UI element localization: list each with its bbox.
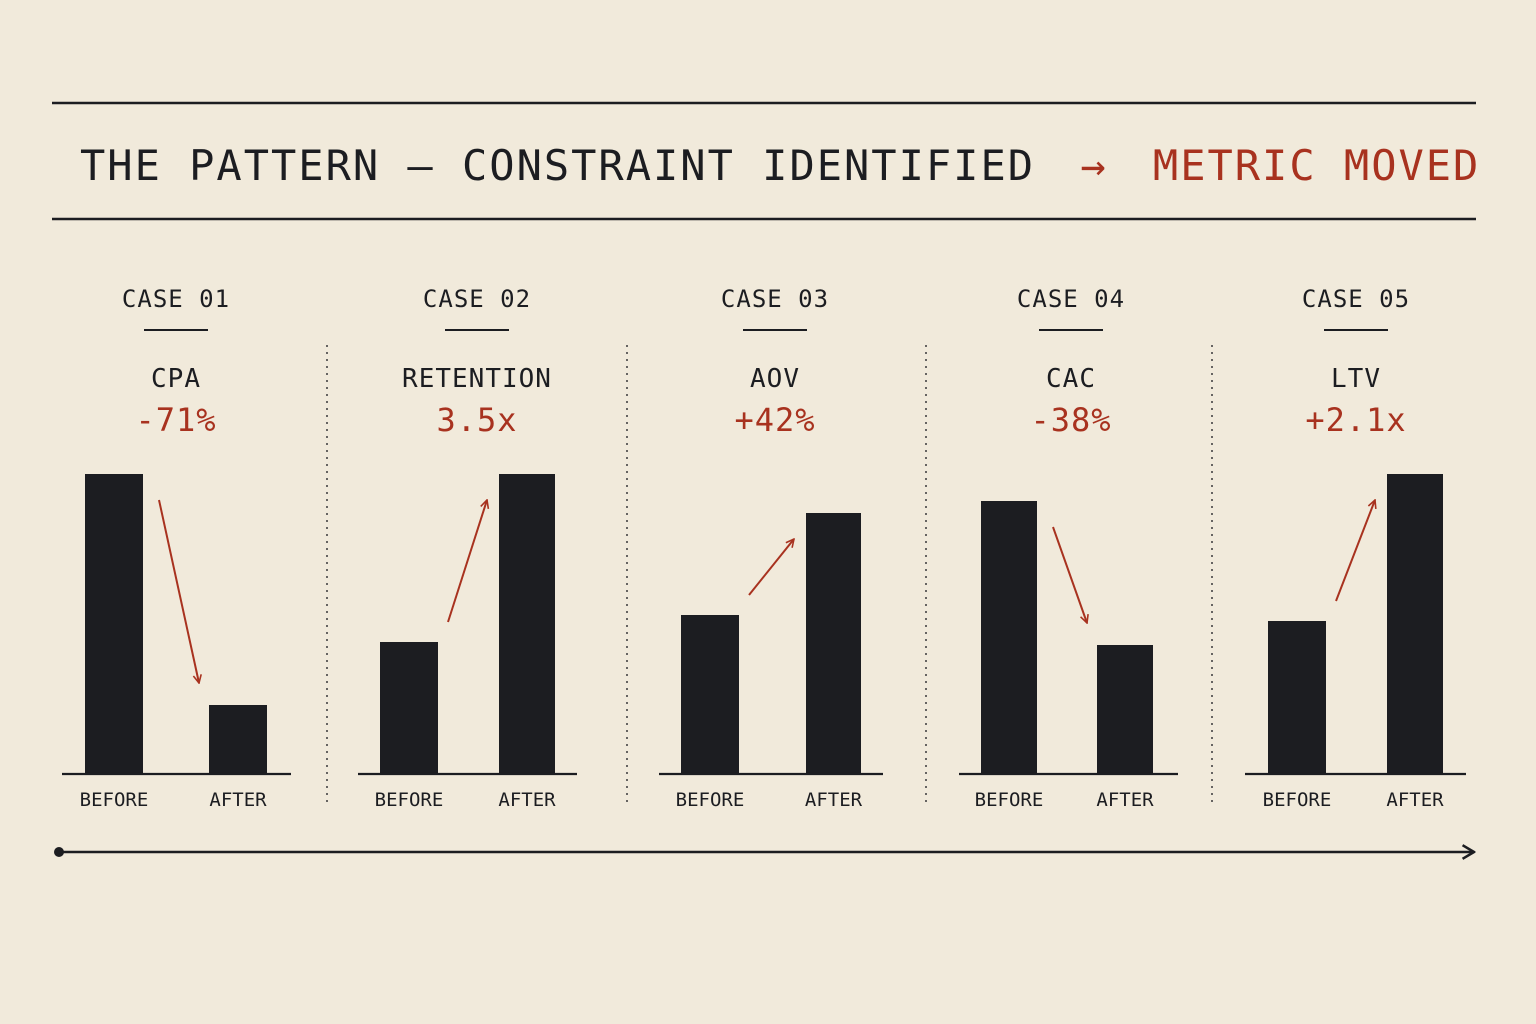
metric-change: 3.5x bbox=[436, 401, 517, 439]
chart-title: THE PATTERN — CONSTRAINT IDENTIFIED → ME… bbox=[80, 141, 1480, 190]
case-label: CASE 05 bbox=[1302, 285, 1410, 313]
metric-change: +42% bbox=[734, 401, 815, 439]
trend-arrow bbox=[1335, 500, 1375, 602]
trend-arrow bbox=[1052, 526, 1087, 623]
tick-label-after: AFTER bbox=[1386, 789, 1444, 811]
bar-before bbox=[981, 501, 1037, 774]
case-panel-2: CASE 02 RETENTION 3.5x BEFORE AFTER bbox=[358, 285, 577, 811]
metric-change: -38% bbox=[1030, 401, 1111, 439]
metric-name: AOV bbox=[750, 364, 800, 394]
metric-change: +2.1x bbox=[1305, 401, 1406, 439]
title-accent-text: METRIC MOVED bbox=[1153, 141, 1480, 190]
tick-label-after: AFTER bbox=[209, 789, 267, 811]
bar-after bbox=[1387, 474, 1443, 774]
trend-arrow bbox=[447, 500, 487, 623]
bar-after bbox=[499, 474, 555, 774]
bar-before bbox=[380, 642, 438, 774]
case-panel-1: CASE 01 CPA -71% BEFORE AFTER bbox=[62, 285, 291, 811]
metric-name: RETENTION bbox=[402, 364, 552, 394]
tick-label-before: BEFORE bbox=[1263, 789, 1332, 811]
case-panel-4: CASE 04 CAC -38% BEFORE AFTER bbox=[959, 285, 1178, 811]
case-panel-5: CASE 05 LTV +2.1x BEFORE AFTER bbox=[1245, 285, 1466, 811]
trend-arrow bbox=[158, 499, 199, 683]
bar-before bbox=[681, 615, 739, 774]
case-panel-3: CASE 03 AOV +42% BEFORE AFTER bbox=[659, 285, 883, 811]
bar-before bbox=[85, 474, 143, 774]
metric-name: LTV bbox=[1331, 364, 1381, 394]
tick-label-after: AFTER bbox=[498, 789, 556, 811]
tick-label-before: BEFORE bbox=[375, 789, 444, 811]
tick-label-before: BEFORE bbox=[676, 789, 745, 811]
metric-name: CAC bbox=[1046, 364, 1096, 394]
case-label: CASE 02 bbox=[423, 285, 531, 313]
bar-after bbox=[209, 705, 267, 774]
case-label: CASE 03 bbox=[721, 285, 829, 313]
bar-after bbox=[1097, 645, 1153, 774]
tick-label-after: AFTER bbox=[805, 789, 863, 811]
title-main-text: THE PATTERN — CONSTRAINT IDENTIFIED bbox=[80, 141, 1035, 190]
bar-before bbox=[1268, 621, 1326, 774]
case-label: CASE 04 bbox=[1017, 285, 1125, 313]
metric-change: -71% bbox=[135, 401, 216, 439]
title-arrow: → bbox=[1080, 141, 1107, 190]
case-label: CASE 01 bbox=[122, 285, 230, 313]
tick-label-after: AFTER bbox=[1096, 789, 1154, 811]
trend-arrow bbox=[748, 539, 794, 596]
bar-after bbox=[806, 513, 861, 774]
tick-label-before: BEFORE bbox=[80, 789, 149, 811]
case-panels: CASE 01 CPA -71% BEFORE AFTER CASE 02 RETENTIO… bbox=[62, 285, 1466, 811]
tick-label-before: BEFORE bbox=[975, 789, 1044, 811]
metric-name: CPA bbox=[151, 364, 201, 394]
